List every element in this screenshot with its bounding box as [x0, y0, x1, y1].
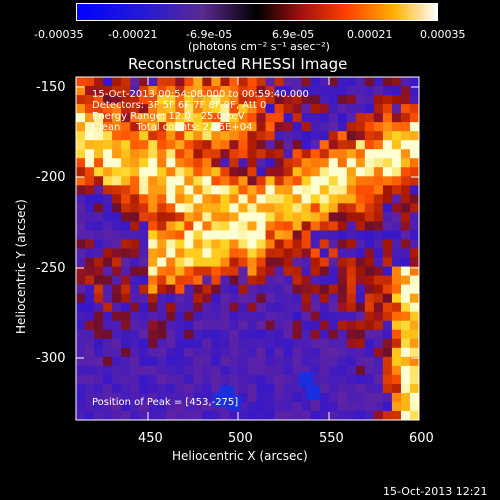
colorbar-tick: -6.9e-05: [186, 28, 233, 41]
info-detectors: Detectors: 3F 5F 6F 7F 8F 9F, Att 0: [92, 100, 267, 111]
colorbar: [76, 3, 438, 21]
info-peak-position: Position of Peak = [453,-275]: [92, 397, 239, 408]
colorbar-tick: 0.00021: [347, 28, 393, 41]
info-energy-range: Energy Range: 12.0 - 25.0 keV: [92, 111, 245, 122]
colorbar-tick: 6.9e-05: [272, 28, 315, 41]
y-tick-label: -200: [36, 170, 66, 185]
footer-timestamp: 15-Oct-2013 12:21: [383, 485, 488, 498]
x-tick-label: 450: [138, 431, 163, 446]
x-tick-label: 500: [228, 431, 253, 446]
info-time-range: 15-Oct-2013 00:54:08.000 to 00:59:40.000: [92, 89, 309, 100]
x-tick-label: 600: [409, 431, 434, 446]
colorbar-tick: -0.00021: [108, 28, 158, 41]
y-axis-title: Heliocentric Y (arcsec): [14, 199, 28, 334]
y-tick-label: -300: [36, 351, 66, 366]
colorbar-tick: -0.00035: [34, 28, 84, 41]
colorbar-tick: 0.00035: [420, 28, 466, 41]
x-axis-title: Heliocentric X (arcsec): [172, 449, 308, 463]
plot-title: Reconstructed RHESSI Image: [128, 55, 348, 73]
x-tick-label: 550: [319, 431, 344, 446]
y-tick-label: -150: [36, 80, 66, 95]
colorbar-unit-label: (photons cm⁻² s⁻¹ asec⁻²): [188, 40, 330, 53]
y-tick-label: -250: [36, 261, 66, 276]
info-clean: Clean Total counts: 2.55E+04: [92, 122, 253, 133]
